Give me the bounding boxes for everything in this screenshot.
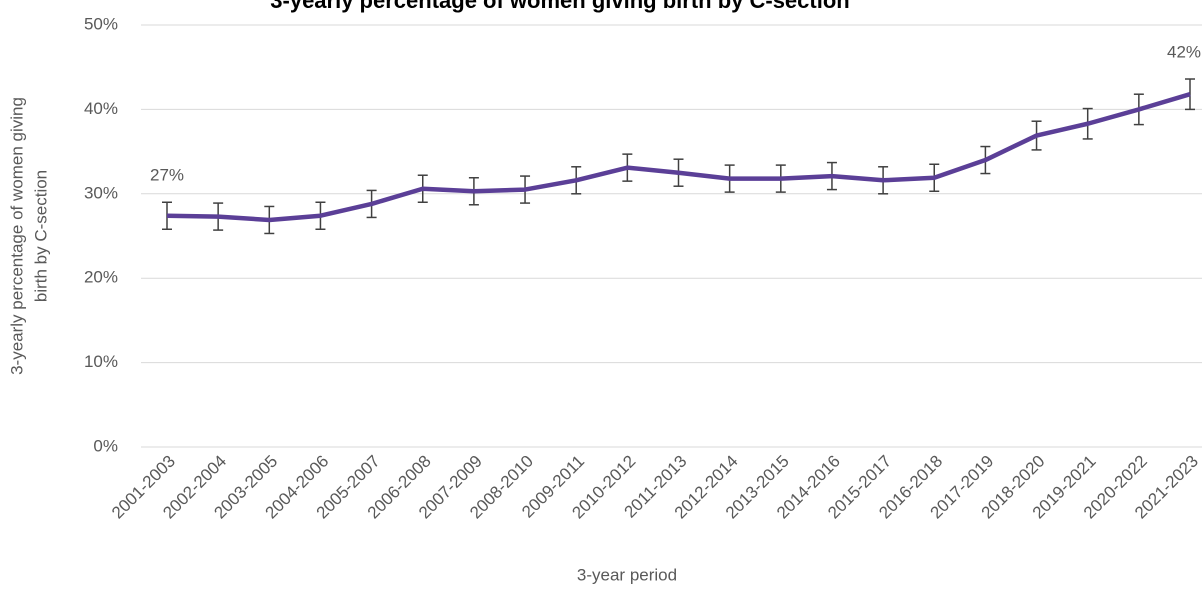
- y-axis-label: 3-yearly percentage of women giving birt…: [7, 97, 50, 375]
- y-tick-label: 10%: [84, 352, 118, 371]
- y-axis-label-line: birth by C-section: [31, 170, 50, 302]
- data-label: 42%: [1167, 43, 1201, 62]
- line: [166, 92, 1191, 223]
- y-axis-label-line: 3-yearly percentage of women giving: [7, 97, 26, 375]
- y-tick-label: 50%: [84, 14, 118, 33]
- y-tick-label: 20%: [84, 268, 118, 287]
- y-tick-label: 40%: [84, 99, 118, 118]
- x-axis-label: 3-year period: [577, 565, 677, 584]
- y-tick-label: 0%: [93, 436, 118, 455]
- y-tick-label: 30%: [84, 183, 118, 202]
- chart-title: 3-yearly percentage of women giving birt…: [270, 0, 849, 13]
- data-label: 27%: [150, 166, 184, 185]
